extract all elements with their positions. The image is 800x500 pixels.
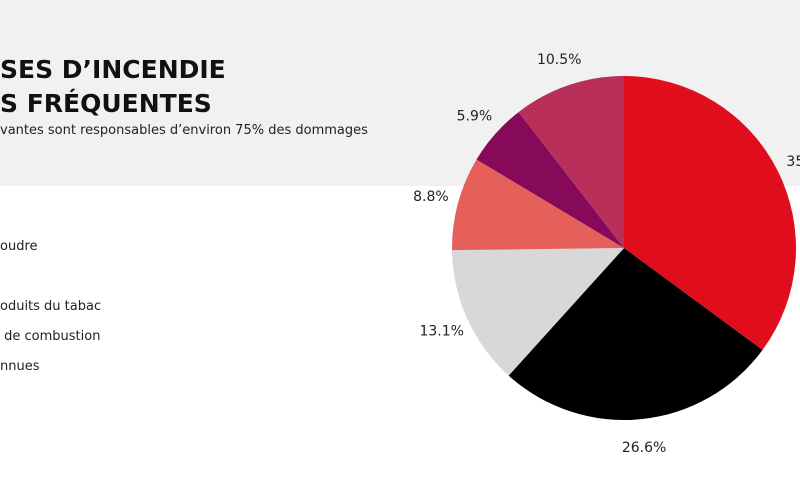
subtitle: vantes sont responsables d’environ 75% d…	[0, 123, 368, 138]
title-line: SES D’INCENDIE	[0, 55, 226, 84]
legend-label: oudre	[0, 239, 38, 254]
slice-label: 8.8%	[413, 189, 449, 205]
pie-slice	[452, 248, 624, 376]
title-line: S FRÉQUENTES	[0, 89, 212, 118]
pie-slice	[508, 248, 763, 420]
pie-slice	[452, 159, 624, 251]
pie-slice	[476, 112, 624, 248]
slice-label: 5.9%	[457, 108, 493, 124]
legend-label: nnues	[0, 359, 40, 374]
pie-slice	[624, 76, 796, 350]
legend-label: oduits du tabac	[0, 299, 101, 314]
slice-label: 35	[786, 154, 800, 170]
pie-slice	[518, 76, 624, 248]
slice-label: 10.5%	[537, 52, 581, 68]
slice-label: 13.1%	[419, 323, 463, 339]
slice-label: 26.6%	[622, 440, 666, 456]
legend-label: de combustion	[0, 329, 100, 344]
